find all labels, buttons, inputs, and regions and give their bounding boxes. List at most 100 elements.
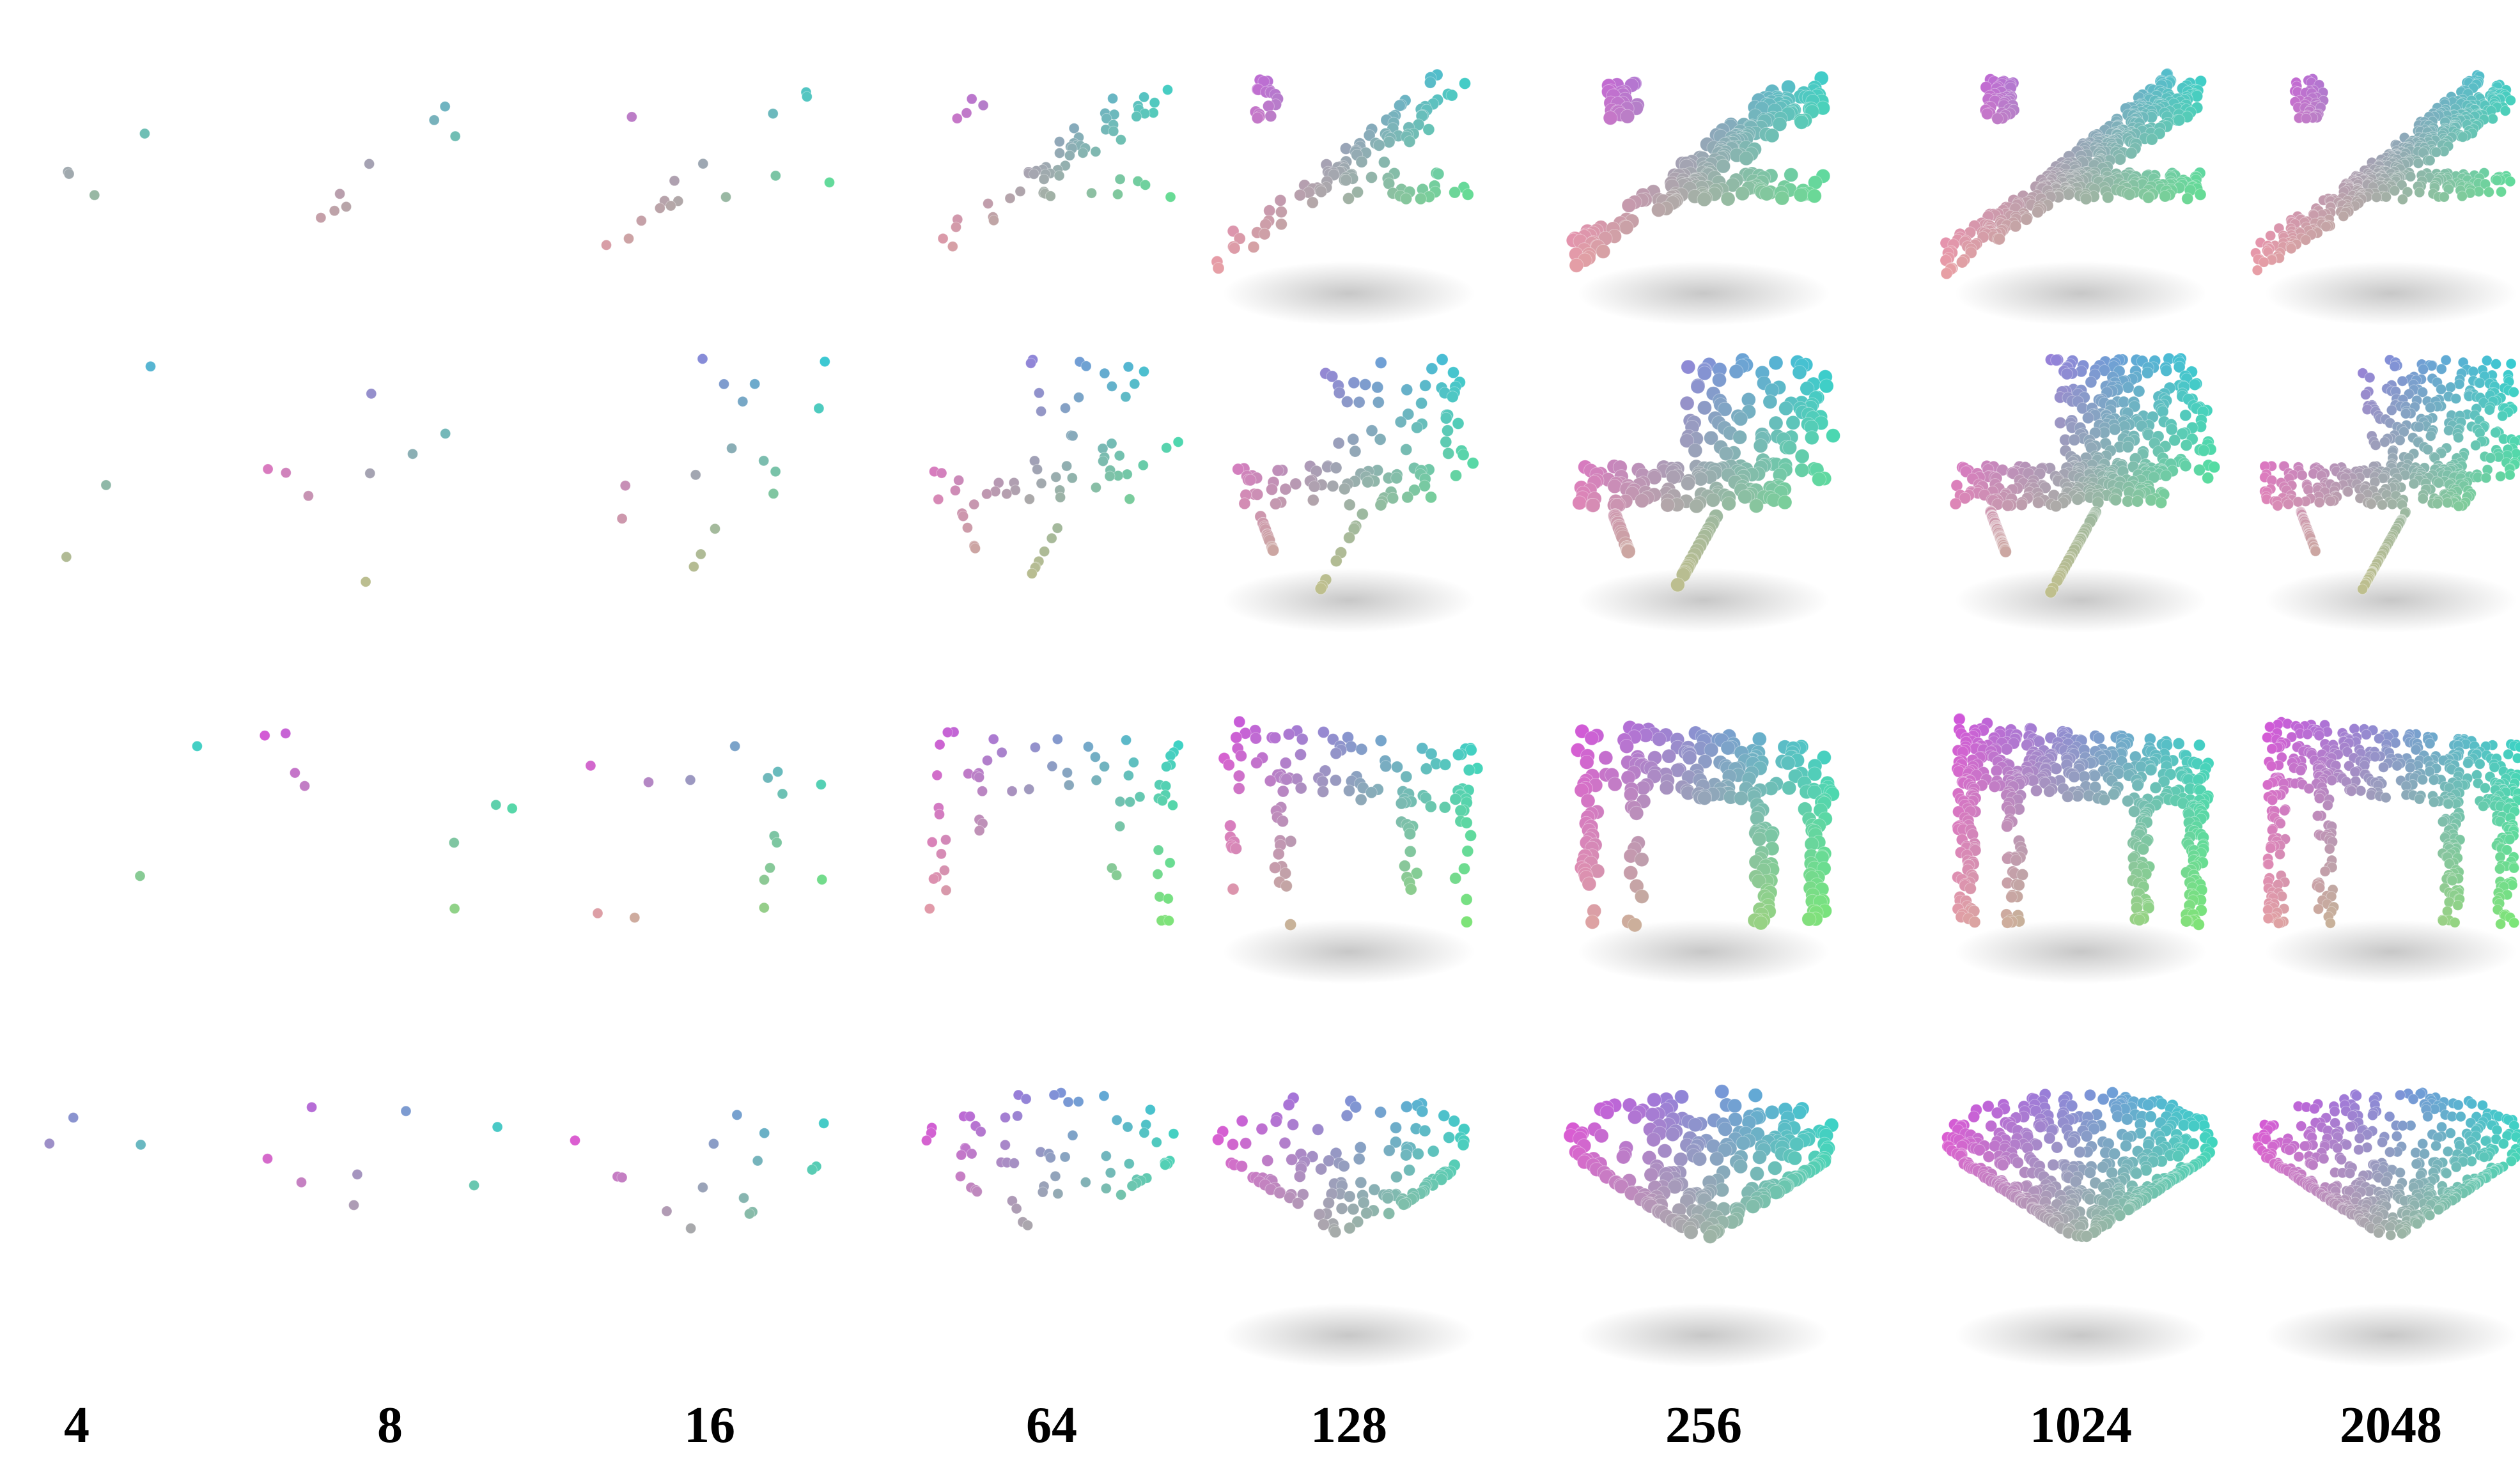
point <box>306 1101 318 1113</box>
point <box>1121 469 1133 480</box>
point <box>1778 401 1794 416</box>
point <box>1054 136 1065 148</box>
point <box>1968 916 1981 928</box>
point <box>2345 786 2357 797</box>
point <box>2180 915 2193 927</box>
point <box>1279 1136 1291 1149</box>
point <box>1001 488 1013 500</box>
point <box>2108 423 2121 436</box>
point <box>1657 1144 1672 1159</box>
point <box>1373 139 1385 151</box>
point <box>1383 136 1396 148</box>
point <box>428 114 440 126</box>
point <box>1419 479 1431 492</box>
point <box>2265 230 2276 242</box>
point <box>1261 1154 1274 1167</box>
point <box>1144 1104 1156 1115</box>
point <box>1280 880 1293 892</box>
point <box>364 468 376 479</box>
point <box>2301 112 2312 124</box>
point <box>2273 918 2284 929</box>
point <box>1077 147 1089 159</box>
ground-shadow <box>2264 261 2517 326</box>
point <box>1227 225 1240 238</box>
point <box>1256 1122 1268 1135</box>
point <box>585 760 596 772</box>
point <box>635 215 647 226</box>
point <box>296 1177 307 1188</box>
point <box>1099 761 1110 772</box>
point <box>2397 375 2408 387</box>
point <box>1115 134 1126 146</box>
point <box>1716 159 1731 174</box>
point <box>2450 393 2462 405</box>
point-cloud-table-64 <box>924 726 1184 926</box>
point <box>1120 391 1132 403</box>
point <box>1123 1158 1135 1170</box>
point <box>1224 819 1236 832</box>
point <box>1990 764 2003 777</box>
point <box>1390 472 1403 485</box>
point <box>999 1139 1011 1151</box>
point <box>1233 770 1245 782</box>
point <box>1006 786 1018 797</box>
point <box>2405 171 2416 182</box>
point <box>2194 188 2207 201</box>
point <box>2068 770 2081 783</box>
point <box>1452 748 1465 761</box>
point <box>1054 148 1065 159</box>
point <box>2285 243 2297 254</box>
point <box>2505 176 2516 187</box>
point <box>2068 433 2081 446</box>
point <box>1374 734 1387 747</box>
point <box>1449 186 1461 199</box>
point <box>931 770 943 781</box>
point <box>953 474 965 486</box>
point <box>2267 795 2278 806</box>
point <box>1277 785 1289 798</box>
point <box>262 1153 273 1165</box>
point <box>942 727 953 738</box>
point <box>643 777 654 788</box>
point <box>661 1206 673 1217</box>
point <box>1250 732 1262 745</box>
point <box>1394 415 1407 428</box>
point <box>1400 1149 1412 1161</box>
point <box>1341 396 1353 408</box>
point <box>1284 919 1297 931</box>
point <box>1582 876 1597 892</box>
point <box>2131 495 2144 508</box>
point <box>1629 805 1644 821</box>
point <box>2417 493 2429 504</box>
point <box>2491 174 2503 186</box>
point <box>1008 1158 1020 1169</box>
point <box>928 873 939 885</box>
point <box>1634 889 1649 904</box>
point <box>448 837 460 848</box>
point <box>1153 844 1164 856</box>
point <box>669 175 680 187</box>
point <box>1282 728 1295 741</box>
point <box>1457 449 1470 461</box>
point <box>1432 167 1445 180</box>
point <box>988 733 999 745</box>
point <box>1764 128 1780 143</box>
point <box>2497 410 2508 422</box>
point <box>1269 862 1281 874</box>
point <box>2131 779 2144 792</box>
point <box>1436 353 1449 366</box>
point <box>1627 1110 1642 1125</box>
point <box>1784 167 1799 183</box>
point <box>1108 125 1119 137</box>
point <box>1101 112 1112 124</box>
point <box>983 198 994 209</box>
point <box>2443 183 2454 195</box>
point <box>2302 729 2314 740</box>
point <box>570 1135 580 1146</box>
point <box>1419 1124 1431 1137</box>
point-cloud-chair-4 <box>61 361 156 562</box>
point <box>2310 545 2321 557</box>
point <box>1131 111 1142 122</box>
point <box>1754 915 1768 931</box>
point <box>61 551 72 562</box>
